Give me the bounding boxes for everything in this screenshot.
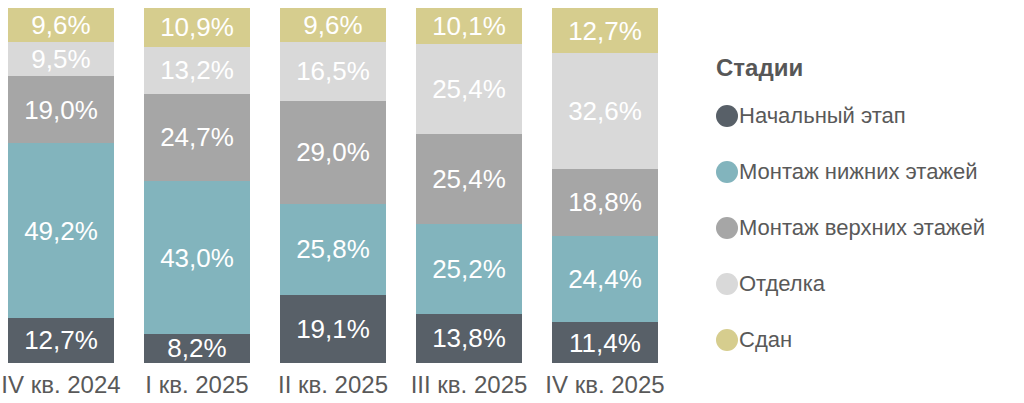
segment-value-label: 43,0% xyxy=(160,245,234,271)
segment-value-label: 18,8% xyxy=(568,189,642,215)
segment-value-label: 9,5% xyxy=(31,46,90,72)
stacked-bar-chart: 9,6% 9,5% 19,0% 49,2% 12,7% 10,9% 13,2% 24,7% 43… xyxy=(0,0,1024,403)
bar-segment: 24,4% xyxy=(552,236,658,323)
bar-segment: 10,9% xyxy=(144,8,250,47)
segment-value-label: 13,8% xyxy=(432,325,506,351)
bar-segment: 13,2% xyxy=(144,47,250,94)
segment-value-label: 49,2% xyxy=(24,218,98,244)
bar-segment: 29,0% xyxy=(280,101,386,204)
bar-segment: 25,4% xyxy=(416,44,522,134)
segment-value-label: 19,0% xyxy=(24,97,98,123)
bar-column: 10,9% 13,2% 24,7% 43,0% 8,2% xyxy=(144,8,250,363)
segment-value-label: 32,6% xyxy=(568,98,642,124)
legend-item-label: Монтаж верхних этажей xyxy=(739,215,985,241)
segment-value-label: 10,1% xyxy=(432,13,506,39)
legend-swatch-icon xyxy=(716,217,738,239)
legend-item-label: Начальный этап xyxy=(739,103,906,129)
legend-item-label: Сдан xyxy=(739,327,792,353)
legend-item: Сдан xyxy=(716,328,985,352)
legend-swatch-icon xyxy=(716,161,738,183)
segment-value-label: 8,2% xyxy=(167,335,226,361)
segment-value-label: 25,2% xyxy=(432,256,506,282)
segment-value-label: 12,7% xyxy=(568,18,642,44)
bar-column: 12,7% 32,6% 18,8% 24,4% 11,4% xyxy=(552,8,658,363)
bar-segment: 24,7% xyxy=(144,94,250,182)
legend-swatch-icon xyxy=(716,105,738,127)
bar-segment: 49,2% xyxy=(8,143,114,318)
segment-value-label: 29,0% xyxy=(296,139,370,165)
x-axis-label: II кв. 2025 xyxy=(280,372,386,398)
segment-value-label: 13,2% xyxy=(160,57,234,83)
segment-value-label: 25,8% xyxy=(296,236,370,262)
legend-items: Начальный этап Монтаж нижних этажей Монтаж… xyxy=(716,104,985,352)
x-axis-label: I кв. 2025 xyxy=(144,372,250,398)
bar-column: 9,6% 9,5% 19,0% 49,2% 12,7% xyxy=(8,8,114,363)
bar-segment: 16,5% xyxy=(280,42,386,101)
legend-item-label: Отделка xyxy=(739,271,825,297)
legend-swatch-icon xyxy=(716,329,738,351)
bar-segment: 32,6% xyxy=(552,53,658,169)
segment-value-label: 9,6% xyxy=(303,12,362,38)
x-axis-label: III кв. 2025 xyxy=(416,372,522,398)
bar-segment: 19,0% xyxy=(8,76,114,143)
plot-area: 9,6% 9,5% 19,0% 49,2% 12,7% 10,9% 13,2% 24,7% 43… xyxy=(8,8,658,363)
bar-segment: 25,4% xyxy=(416,134,522,224)
legend-item-label: Монтаж нижних этажей xyxy=(739,159,978,185)
bar-segment: 9,6% xyxy=(8,8,114,42)
bar-segment: 12,7% xyxy=(552,8,658,53)
bar-segment: 12,7% xyxy=(8,318,114,363)
bar-segment: 11,4% xyxy=(552,322,658,363)
bar-segment: 9,6% xyxy=(280,8,386,42)
bar-segment: 25,8% xyxy=(280,204,386,296)
segment-value-label: 24,7% xyxy=(160,124,234,150)
bar-segment: 9,5% xyxy=(8,42,114,76)
segment-value-label: 25,4% xyxy=(432,166,506,192)
segment-value-label: 19,1% xyxy=(296,316,370,342)
bar-segment: 10,1% xyxy=(416,8,522,44)
bar-segment: 25,2% xyxy=(416,224,522,314)
legend-item: Монтаж нижних этажей xyxy=(716,160,985,184)
x-axis-label: IV кв. 2024 xyxy=(8,372,114,398)
bar-column: 9,6% 16,5% 29,0% 25,8% 19,1% xyxy=(280,8,386,363)
segment-value-label: 25,4% xyxy=(432,76,506,102)
legend-title: Стадии xyxy=(716,54,985,82)
segment-value-label: 11,4% xyxy=(569,330,641,356)
legend-swatch-icon xyxy=(716,273,738,295)
legend-item: Начальный этап xyxy=(716,104,985,128)
bar-segment: 19,1% xyxy=(280,295,386,363)
x-axis-labels: IV кв. 2024 I кв. 2025 II кв. 2025 III кв. … xyxy=(8,372,658,398)
segment-value-label: 12,7% xyxy=(24,327,98,353)
segment-value-label: 16,5% xyxy=(296,58,370,84)
bar-segment: 13,8% xyxy=(416,314,522,363)
bar-segment: 8,2% xyxy=(144,334,250,363)
segment-value-label: 9,6% xyxy=(31,12,90,38)
x-axis-label: IV кв. 2025 xyxy=(552,372,658,398)
segment-value-label: 10,9% xyxy=(160,14,234,40)
legend-item: Монтаж верхних этажей xyxy=(716,216,985,240)
bar-segment: 43,0% xyxy=(144,181,250,334)
legend-item: Отделка xyxy=(716,272,985,296)
legend: Стадии Начальный этап Монтаж нижних этаже… xyxy=(716,54,985,384)
segment-value-label: 24,4% xyxy=(568,266,642,292)
bar-segment: 18,8% xyxy=(552,169,658,236)
bar-column: 10,1% 25,4% 25,4% 25,2% 13,8% xyxy=(416,8,522,363)
